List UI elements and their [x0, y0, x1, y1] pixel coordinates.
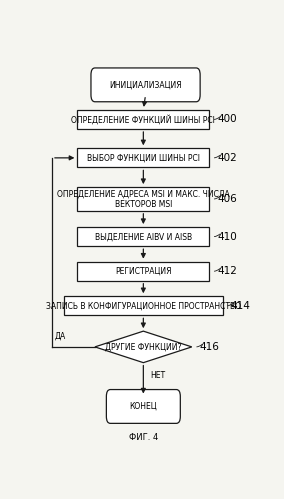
Text: ЗАПИСЬ В КОНФИГУРАЦИОННОЕ ПРОСТРАНСТВО: ЗАПИСЬ В КОНФИГУРАЦИОННОЕ ПРОСТРАНСТВО — [46, 301, 241, 310]
Text: 400: 400 — [217, 114, 237, 124]
Text: ИНИЦИАЛИЗАЦИЯ: ИНИЦИАЛИЗАЦИЯ — [109, 80, 182, 89]
Text: ВЫДЕЛЕНИЕ AIBV И AISB: ВЫДЕЛЕНИЕ AIBV И AISB — [95, 232, 192, 241]
Text: ВЫБОР ФУНКЦИИ ШИНЫ PCI: ВЫБОР ФУНКЦИИ ШИНЫ PCI — [87, 153, 200, 162]
Text: 414: 414 — [230, 301, 250, 311]
Bar — [77, 148, 209, 168]
Polygon shape — [95, 331, 192, 363]
Text: ДА: ДА — [54, 332, 65, 341]
FancyBboxPatch shape — [91, 68, 200, 102]
Text: 412: 412 — [217, 266, 237, 276]
Text: 416: 416 — [199, 342, 219, 352]
FancyBboxPatch shape — [106, 390, 180, 423]
Bar — [77, 110, 209, 129]
Text: КОНЕЦ: КОНЕЦ — [130, 402, 157, 411]
Text: РЕГИСТРАЦИЯ: РЕГИСТРАЦИЯ — [115, 266, 172, 276]
Text: ДРУГИЕ ФУНКЦИИ?: ДРУГИЕ ФУНКЦИИ? — [105, 342, 181, 351]
Text: 406: 406 — [217, 194, 237, 204]
Bar — [77, 261, 209, 281]
Text: 410: 410 — [217, 232, 237, 242]
Text: 402: 402 — [217, 153, 237, 163]
Text: ФИГ. 4: ФИГ. 4 — [129, 433, 158, 442]
Text: ОПРЕДЕЛЕНИЕ АДРЕСА MSI И МАКС. ЧИСЛА
ВЕКТОРОВ MSI: ОПРЕДЕЛЕНИЕ АДРЕСА MSI И МАКС. ЧИСЛА ВЕК… — [57, 189, 230, 209]
Text: ОПРЕДЕЛЕНИЕ ФУНКЦИЙ ШИНЫ PCI: ОПРЕДЕЛЕНИЕ ФУНКЦИЙ ШИНЫ PCI — [71, 114, 215, 124]
Bar — [77, 227, 209, 246]
Bar — [77, 187, 209, 211]
Bar — [64, 296, 223, 315]
Text: НЕТ: НЕТ — [150, 371, 165, 380]
